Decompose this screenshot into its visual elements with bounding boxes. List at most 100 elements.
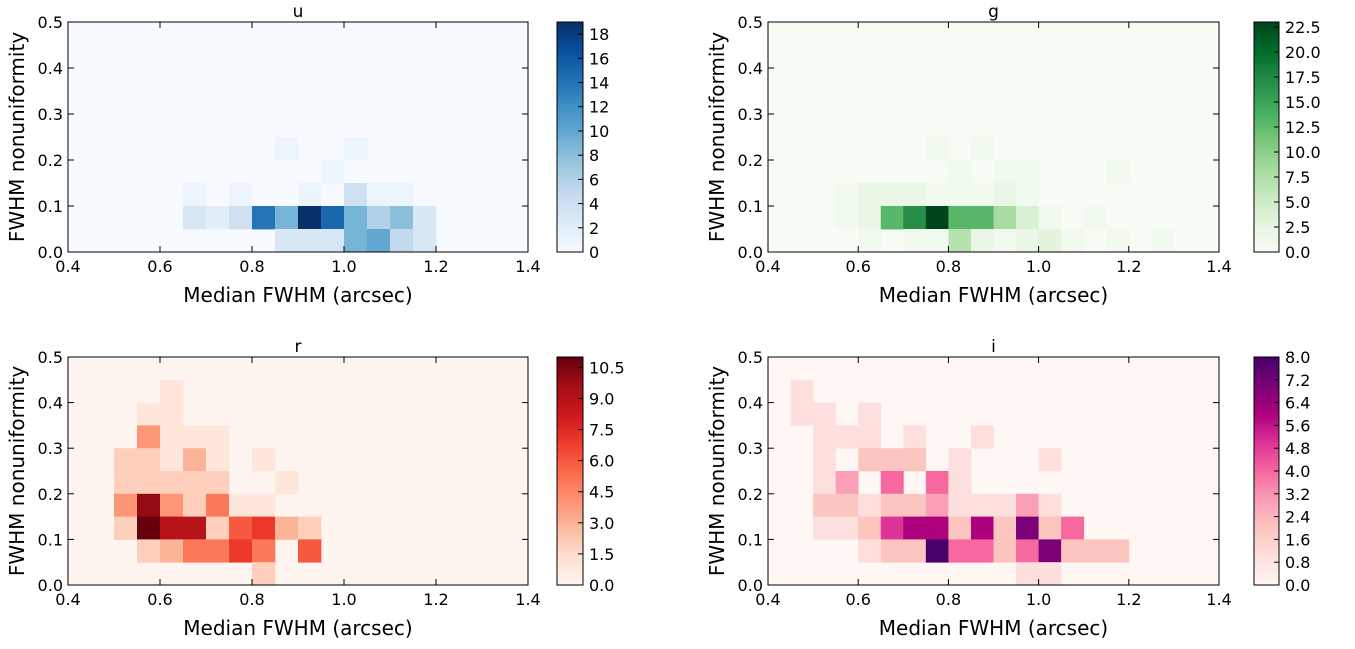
colorbar-segment	[557, 87, 583, 90]
colorbar-segment	[557, 414, 583, 417]
heatmap-cell	[1016, 160, 1039, 184]
colorbar-segment	[1254, 497, 1279, 501]
colorbar-segment	[557, 472, 583, 476]
x-tick-label: 0.6	[845, 257, 870, 276]
colorbar-segment	[1254, 140, 1279, 144]
colorbar-segment	[557, 94, 583, 98]
colorbar-segment	[1254, 198, 1279, 201]
colorbar-segment	[1254, 495, 1279, 499]
y-tick-label: 0.1	[738, 197, 763, 216]
heatmap-cell	[137, 425, 161, 449]
colorbar-segment	[1254, 376, 1279, 379]
colorbar-segment	[1254, 184, 1279, 188]
y-tick-label: 0.2	[38, 485, 63, 504]
heatmap-cell	[1016, 229, 1039, 253]
colorbar-tick-label: 16	[589, 49, 609, 68]
colorbar-segment	[1254, 250, 1279, 253]
y-tick-label: 0.2	[38, 151, 63, 170]
y-tick-label: 0.3	[38, 105, 63, 124]
colorbar-segment	[1254, 510, 1279, 514]
colorbar-segment	[1254, 188, 1279, 192]
heatmap-cell	[229, 206, 253, 230]
colorbar-segment	[1254, 364, 1279, 368]
colorbar-segment	[557, 73, 583, 77]
colorbar-segment	[557, 376, 583, 379]
heatmap-cell	[903, 425, 927, 449]
heatmap-cell	[970, 137, 994, 161]
colorbar-segment	[557, 115, 583, 119]
x-tick-label: 1.4	[1206, 257, 1231, 276]
heatmap-cell	[813, 471, 837, 495]
colorbar-segment	[557, 467, 583, 470]
heatmap-cell	[880, 206, 904, 230]
colorbar-tick-label: 5.6	[1285, 416, 1310, 435]
colorbar-segment	[1254, 529, 1279, 533]
y-tick-label: 0.5	[738, 13, 763, 32]
colorbar-segment	[557, 362, 583, 366]
colorbar-segment	[1254, 431, 1279, 434]
heatmap-cell	[880, 471, 904, 495]
colorbar-tick-label: 9.0	[589, 389, 614, 408]
colorbar-segment	[557, 229, 583, 232]
colorbar-segment	[557, 91, 583, 94]
colorbar-segment	[557, 550, 583, 554]
heatmap-cell	[390, 229, 414, 253]
colorbar-segment	[557, 575, 583, 578]
heatmap-cell	[970, 425, 994, 449]
colorbar-segment	[557, 514, 583, 518]
y-tick-label: 0.0	[38, 243, 63, 262]
colorbar-segment	[1254, 98, 1279, 102]
colorbar-segment	[557, 217, 583, 221]
colorbar-segment	[1254, 558, 1279, 561]
colorbar-segment	[1254, 410, 1279, 413]
colorbar-segment	[557, 200, 583, 203]
colorbar-segment	[1254, 81, 1279, 84]
colorbar-tick-label: 2.4	[1285, 508, 1310, 527]
heatmap-cell	[925, 206, 949, 230]
colorbar-segment	[1254, 490, 1279, 493]
colorbar-segment	[557, 581, 583, 584]
colorbar-segment	[1254, 211, 1279, 215]
colorbar-segment	[557, 144, 583, 148]
heatmap-cell	[229, 493, 253, 517]
colorbar-segment	[1254, 368, 1279, 371]
colorbar-segment	[557, 564, 583, 567]
colorbar-segment	[1254, 75, 1279, 79]
colorbar-tick-label: 6.0	[589, 452, 614, 471]
colorbar-segment	[1254, 383, 1279, 387]
x-tick-label: 0.8	[239, 257, 264, 276]
colorbar-segment	[557, 240, 583, 244]
colorbar-segment	[557, 516, 583, 520]
colorbar-segment	[557, 146, 583, 150]
colorbar-segment	[1254, 207, 1279, 211]
colorbar-segment	[1254, 457, 1279, 461]
colorbar-segment	[1254, 415, 1279, 419]
panel-g: 0.4 0.6 0.8 1.0 1.2 1.4 0.0 0.1 0.2 0.3 0.4 0.5 g Med…	[705, 2, 1321, 307]
colorbar-segment	[1254, 125, 1279, 129]
colorbar-segment	[557, 221, 583, 224]
colorbar-segment	[1254, 436, 1279, 440]
heatmap-cell	[275, 516, 299, 540]
colorbar-tick-label: 0	[589, 243, 599, 262]
y-tick-label: 0.4	[38, 59, 63, 78]
heatmap-cell	[1061, 539, 1085, 563]
colorbar-segment	[557, 410, 583, 413]
colorbar-segment	[1254, 535, 1279, 539]
colorbar-segment	[557, 389, 583, 392]
colorbar-segment	[1254, 539, 1279, 542]
colorbar-segment	[557, 370, 583, 373]
heatmap-cell	[1038, 206, 1062, 230]
heatmap-cell	[206, 425, 230, 449]
colorbar-tick-label: 1.6	[1285, 530, 1310, 549]
colorbar-segment	[1254, 183, 1279, 186]
heatmap-cell	[114, 448, 138, 472]
colorbar-segment	[1254, 393, 1279, 396]
colorbar-segment	[557, 554, 583, 558]
colorbar-segment	[1254, 45, 1279, 48]
colorbar-segment	[557, 381, 583, 385]
x-tick-label: 0.8	[239, 590, 264, 609]
colorbar-segment	[1254, 547, 1279, 550]
colorbar-segment	[557, 395, 583, 398]
colorbar-segment	[557, 510, 583, 514]
colorbar-segment	[1254, 537, 1279, 540]
